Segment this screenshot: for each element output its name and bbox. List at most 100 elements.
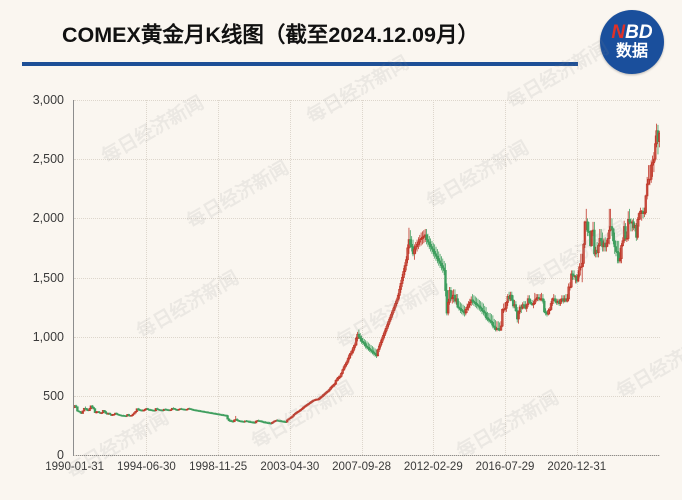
candle-body <box>606 238 610 244</box>
candle-body <box>318 397 321 400</box>
gridline-horizontal <box>74 395 660 397</box>
candle-body <box>367 346 370 349</box>
plot-area <box>74 100 660 456</box>
candle-body <box>446 301 450 314</box>
candle-body <box>497 327 500 330</box>
candle-body <box>344 364 347 368</box>
candle-body <box>421 236 424 239</box>
candle-body <box>413 248 416 255</box>
candle-body <box>329 387 332 391</box>
candle-body <box>304 404 308 407</box>
y-tick-label: 2,000 <box>32 211 64 226</box>
candle-body <box>605 242 608 248</box>
candle-body <box>582 243 585 264</box>
candle-body <box>227 418 231 422</box>
candle-body <box>441 265 444 269</box>
candle-body <box>93 408 97 413</box>
candle-body <box>235 419 239 421</box>
candle-body <box>501 309 504 327</box>
candle-body <box>425 234 428 241</box>
candle-body <box>479 306 482 309</box>
gridline-vertical <box>218 100 220 455</box>
logo-nbd-text: NBD <box>611 23 652 42</box>
candle-body <box>350 350 354 354</box>
candlestick-series <box>74 123 660 425</box>
y-tick-label: 0 <box>57 448 64 462</box>
candle-body <box>135 408 139 412</box>
candle-body <box>134 411 137 414</box>
candle-body <box>287 418 290 421</box>
candle-body <box>514 304 518 312</box>
candle-body <box>88 408 91 412</box>
candle-body <box>580 262 584 268</box>
candle-body <box>551 298 554 304</box>
candle-body <box>391 310 394 315</box>
y-tick-label: 500 <box>43 388 64 403</box>
candle-body <box>91 405 94 408</box>
candle-body <box>499 325 503 331</box>
candle-body <box>426 239 430 243</box>
candle-body <box>418 239 421 243</box>
gridline-horizontal <box>74 277 660 279</box>
candle-body <box>487 318 491 321</box>
candle-body <box>616 251 619 254</box>
candle-body <box>360 338 363 342</box>
y-tick-label: 1,000 <box>32 329 64 344</box>
candle-body <box>440 262 443 267</box>
chart-header: COMEX黄金月K线图（截至2024.12.09月） NBD 数据 <box>0 0 682 78</box>
candle-body <box>97 411 101 414</box>
candle-body <box>338 375 342 378</box>
candle-body <box>533 299 537 304</box>
candle-body <box>400 277 404 284</box>
candle-body <box>364 343 367 347</box>
candle-body <box>434 253 438 257</box>
candle-body <box>303 405 306 408</box>
candle-body <box>74 405 78 408</box>
candle-body <box>571 273 574 276</box>
candle-body <box>590 230 593 246</box>
candle-body <box>537 297 541 300</box>
candle-body <box>295 411 298 414</box>
candle-body <box>449 290 453 300</box>
candle-body <box>599 238 603 242</box>
candle-body <box>570 273 573 288</box>
x-tick-label: 1998-11-25 <box>189 461 248 473</box>
x-tick-label: 1994-06-30 <box>116 461 176 473</box>
candle-body <box>392 306 396 312</box>
x-tick-label: 2003-04-30 <box>260 461 320 473</box>
candle-body <box>543 300 546 313</box>
candle-body <box>323 392 327 395</box>
candle-body <box>299 409 302 412</box>
candle-body <box>376 349 380 356</box>
candle-body <box>130 414 133 417</box>
candle-body <box>475 303 478 306</box>
candle-body <box>453 294 457 302</box>
candle-body <box>474 301 477 304</box>
candle-body <box>410 243 413 248</box>
candle-body <box>379 342 382 347</box>
candle-body <box>433 251 436 255</box>
candle-body <box>81 410 85 414</box>
candle-body <box>493 325 496 328</box>
gridline-vertical <box>289 100 291 455</box>
candle-body <box>334 380 338 385</box>
candle-body <box>541 298 545 302</box>
candle-body <box>484 312 488 319</box>
candle-body <box>325 391 328 394</box>
candle-body <box>321 395 324 398</box>
x-tick-label: 2020-12-31 <box>547 461 607 473</box>
candle-body <box>354 338 358 346</box>
candle-body <box>331 384 335 387</box>
candle-body <box>271 421 274 424</box>
candle-body <box>363 342 366 345</box>
candle-body <box>414 246 417 250</box>
candle-body <box>624 226 627 239</box>
candle-body <box>583 221 587 245</box>
candle-body <box>137 408 140 411</box>
candle-body <box>340 372 343 377</box>
candle-body <box>345 361 348 365</box>
candle-body <box>348 354 351 359</box>
candle-body <box>336 378 339 381</box>
candle-body <box>430 246 434 250</box>
